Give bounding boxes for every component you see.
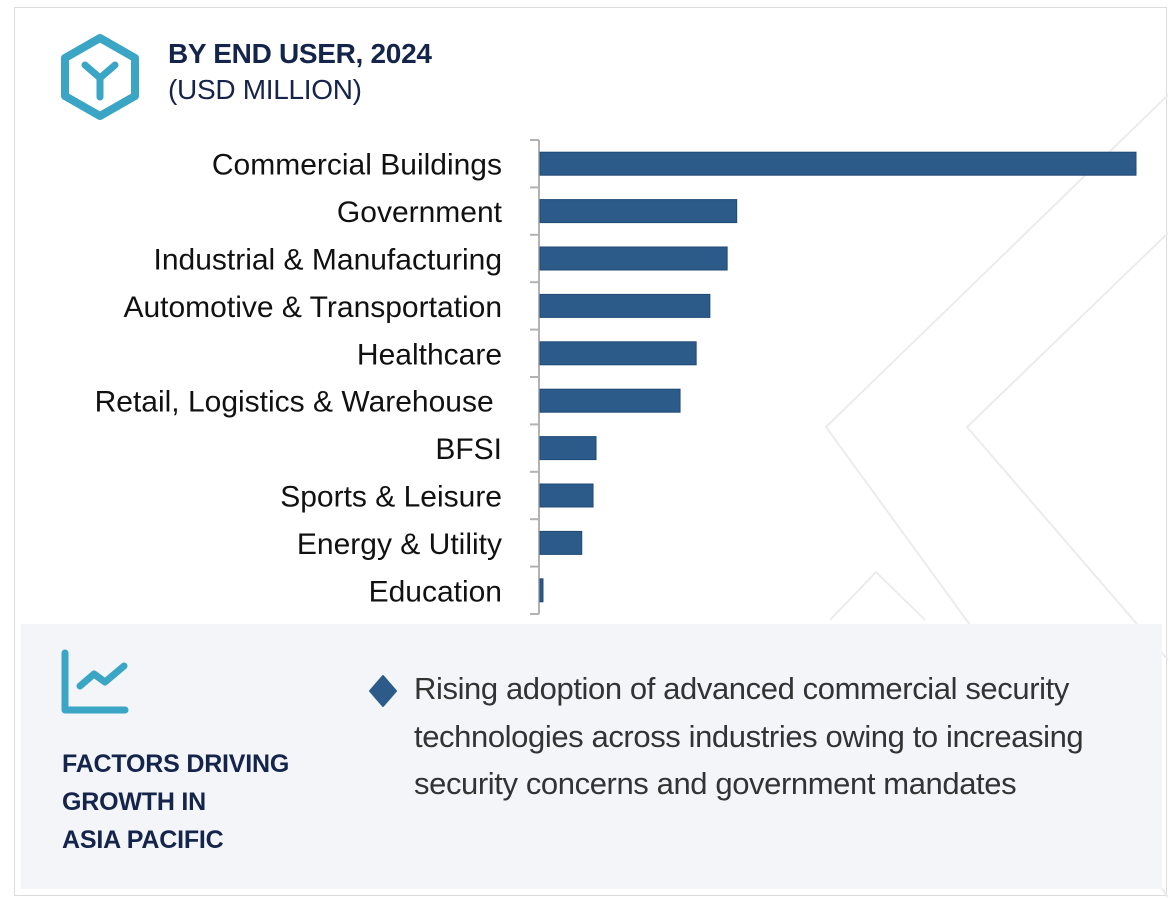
- bar: [539, 151, 1137, 176]
- bar: [539, 341, 697, 366]
- category-label: Healthcare: [357, 338, 502, 371]
- chart-subtitle: (USD MILLION): [168, 74, 362, 105]
- factors-title-line: GROWTH IN: [62, 788, 207, 816]
- bar: [539, 436, 597, 461]
- category-label: Industrial & Manufacturing: [153, 244, 502, 277]
- bar-chart: Commercial Buildings Government Industrial…: [95, 139, 1137, 615]
- growth-factors-panel: [21, 624, 1162, 889]
- growth-factor-bullet: Rising adoption of advanced commercial s…: [414, 671, 1084, 801]
- bar: [539, 483, 594, 508]
- line-chart-growth-icon: [61, 649, 129, 714]
- category-labels: Commercial Buildings Government Industrial…: [95, 149, 503, 609]
- category-label: Automotive & Transportation: [123, 291, 502, 324]
- hexagon-y-icon: [61, 34, 139, 120]
- bar: [539, 199, 738, 224]
- category-label: BFSI: [435, 433, 502, 466]
- bar: [539, 293, 711, 318]
- category-label: Education: [369, 575, 502, 608]
- category-label: Energy & Utility: [297, 528, 502, 561]
- category-label: Sports & Leisure: [280, 481, 502, 514]
- y-axis: [530, 139, 540, 615]
- category-label: Commercial Buildings: [212, 149, 502, 182]
- factors-title: FACTORS DRIVING GROWTH IN ASIA PACIFIC: [62, 745, 289, 859]
- category-label: Government: [337, 196, 503, 229]
- diamond-bullet-icon: [369, 675, 397, 707]
- factors-title-line: FACTORS DRIVING: [62, 750, 290, 778]
- bar: [539, 388, 681, 413]
- bar: [539, 578, 544, 603]
- category-label: Retail, Logistics & Warehouse: [95, 386, 502, 419]
- chart-title: BY END USER, 2024: [168, 38, 432, 69]
- bars: [539, 151, 1137, 603]
- factors-title-line: ASIA PACIFIC: [62, 826, 224, 854]
- bar: [539, 246, 728, 271]
- bar: [539, 530, 583, 555]
